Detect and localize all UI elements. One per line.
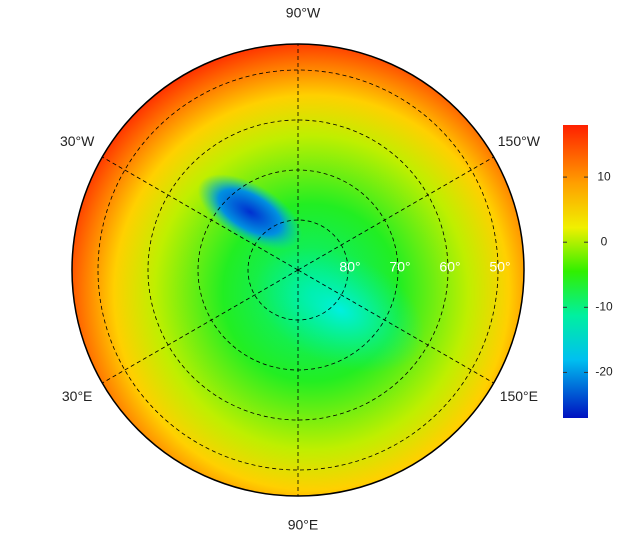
meridian	[102, 269, 299, 384]
meridian	[297, 269, 494, 384]
longitude-label: 30°W	[60, 133, 95, 149]
longitude-label: 90°W	[286, 5, 321, 21]
latitude-label: 80°	[339, 259, 360, 275]
map-border	[71, 43, 525, 497]
colorbar-tick-label: 10	[597, 169, 611, 183]
colorbar-tick-label: -10	[595, 299, 613, 313]
colorbar-tick-label: -20	[595, 365, 613, 379]
latitude-circle	[97, 69, 499, 471]
colorbar	[563, 125, 588, 418]
longitude-label: 30°E	[62, 388, 93, 404]
longitude-label: 150°E	[500, 388, 538, 404]
longitude-label: 90°E	[288, 517, 319, 533]
latitude-circle	[147, 119, 449, 421]
longitude-label: 150°W	[498, 133, 541, 149]
colorbar-tick-label: 0	[601, 234, 608, 248]
latitude-label: 60°	[439, 259, 460, 275]
graticule	[97, 44, 499, 496]
latitude-label: 70°	[389, 259, 410, 275]
meridian	[102, 156, 299, 271]
latitude-label: 50°	[489, 259, 510, 275]
meridian	[297, 156, 494, 271]
